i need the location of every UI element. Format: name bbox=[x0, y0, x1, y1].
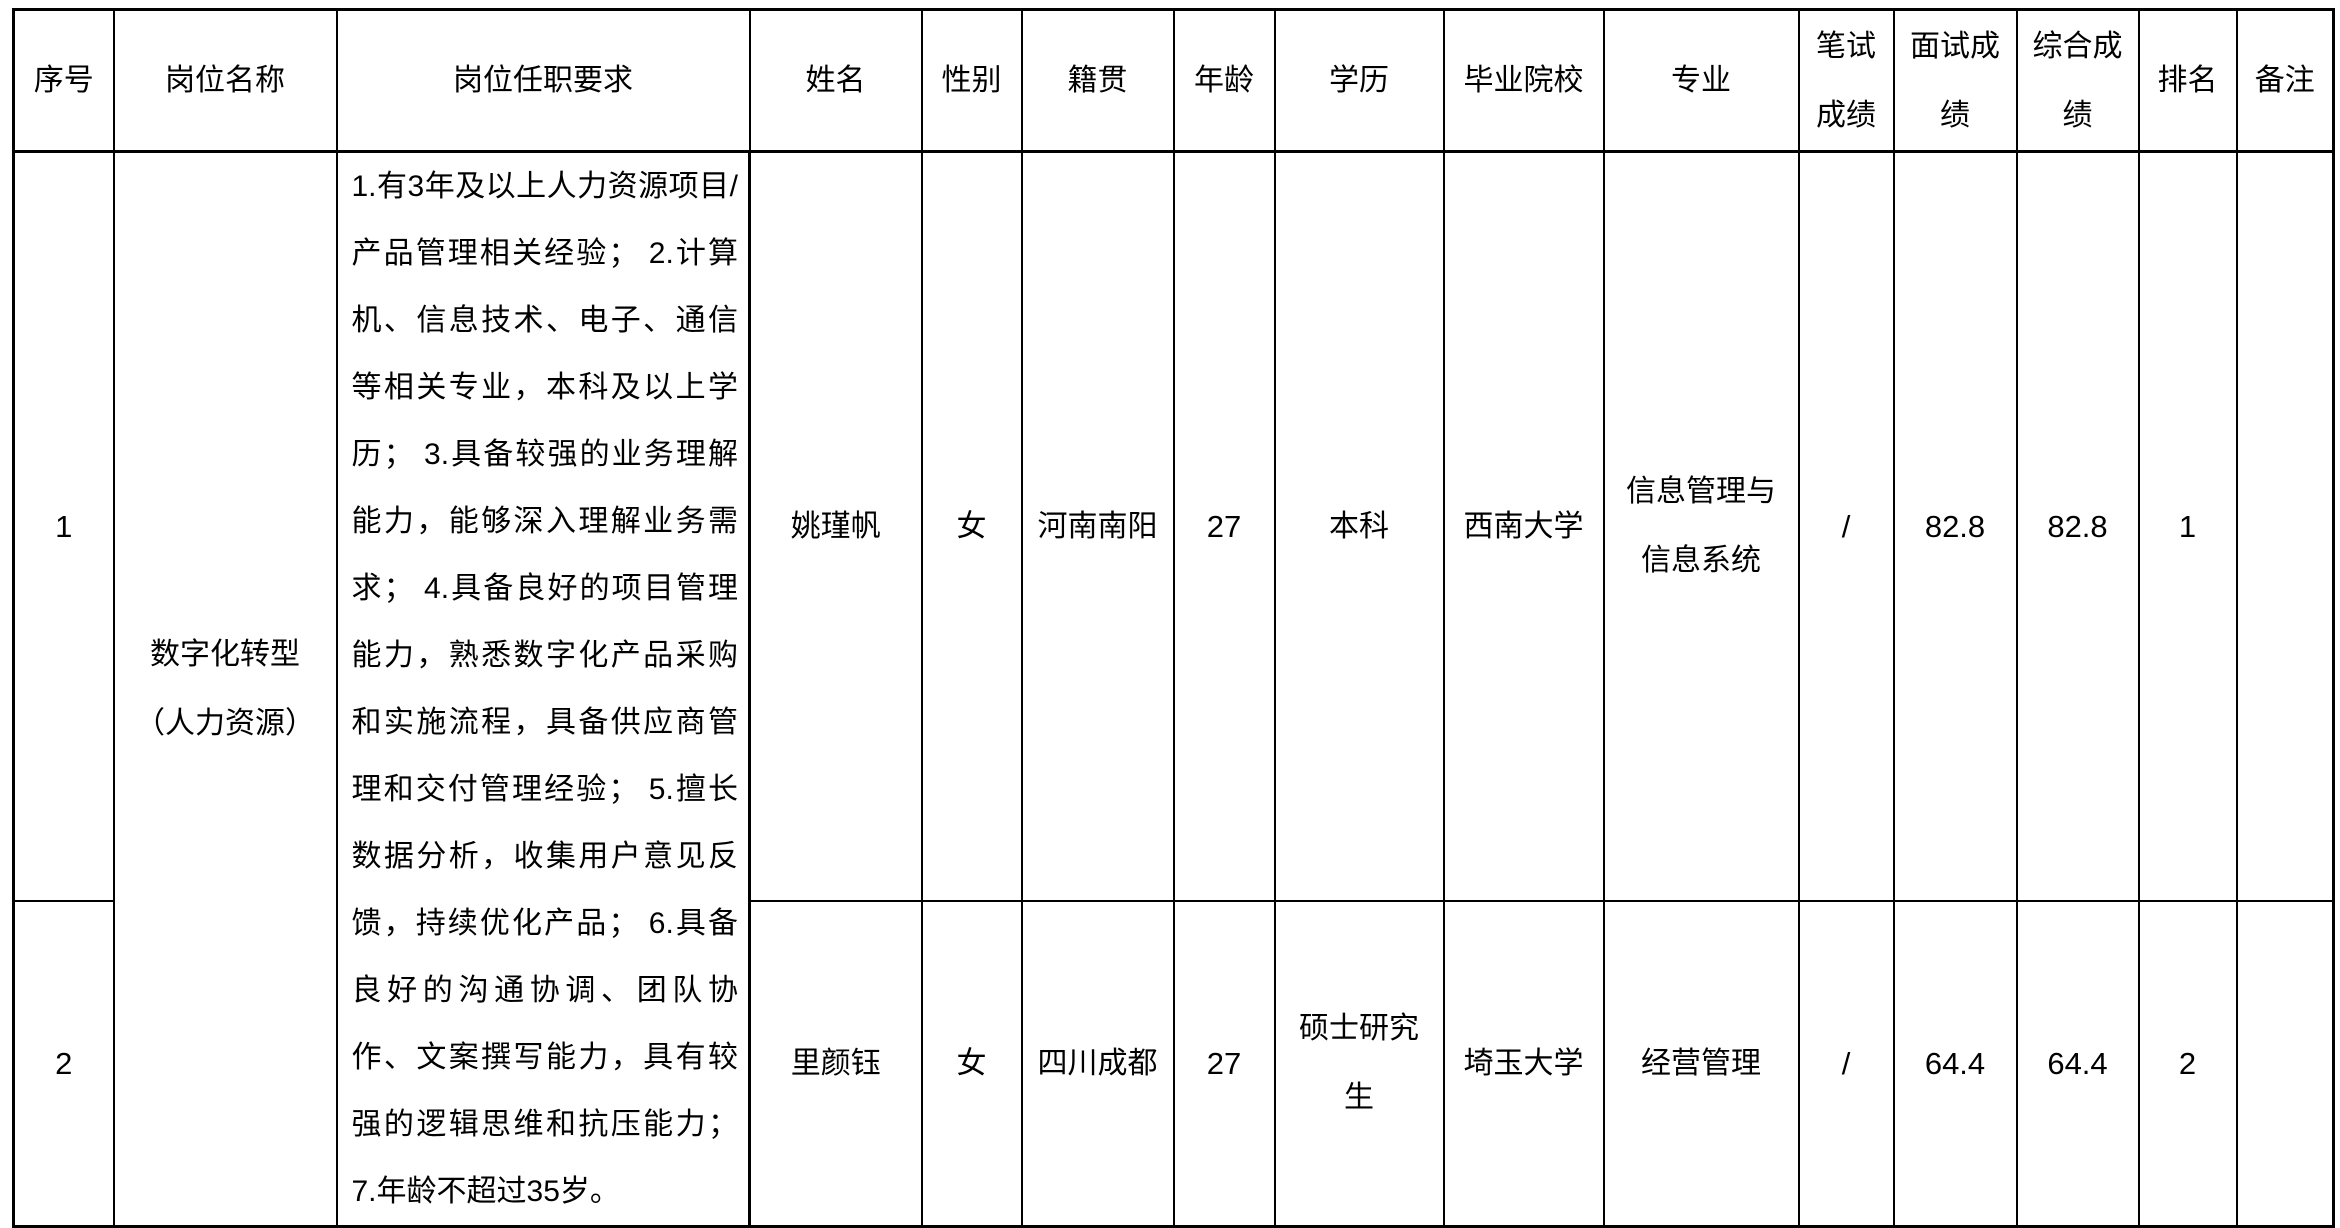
cell-age-1: 27 bbox=[1172, 150, 1276, 902]
cell-hometown-1: 河南南阳 bbox=[1020, 150, 1175, 902]
recruitment-results-table: 序号 岗位名称 岗位任职要求 姓名 性别 籍贯 年龄 学历 毕业院校 专业 笔试… bbox=[12, 8, 2335, 1228]
cell-age-2: 27 bbox=[1172, 899, 1276, 1228]
header-requirements: 岗位任职要求 bbox=[335, 8, 751, 153]
cell-overall-score-1: 82.8 bbox=[2015, 150, 2140, 902]
header-remark: 备注 bbox=[2235, 8, 2335, 153]
cell-gender-2: 女 bbox=[920, 899, 1023, 1228]
header-major: 专业 bbox=[1602, 8, 1800, 153]
header-school: 毕业院校 bbox=[1442, 8, 1605, 153]
cell-written-score-2: / bbox=[1797, 899, 1895, 1228]
cell-school-1: 西南大学 bbox=[1442, 150, 1605, 902]
cell-serial-2: 2 bbox=[12, 899, 115, 1228]
header-serial: 序号 bbox=[12, 8, 115, 153]
cell-position-name: 数字化转型（人力资源） bbox=[112, 150, 338, 1228]
header-rank: 排名 bbox=[2137, 8, 2238, 153]
cell-education-2: 硕士研究生 bbox=[1273, 899, 1445, 1228]
header-name: 姓名 bbox=[748, 8, 923, 153]
cell-written-score-1: / bbox=[1797, 150, 1895, 902]
cell-school-2: 埼玉大学 bbox=[1442, 899, 1605, 1228]
cell-remark-2 bbox=[2235, 899, 2335, 1228]
cell-gender-1: 女 bbox=[920, 150, 1023, 902]
header-written-score: 笔试成绩 bbox=[1797, 8, 1895, 153]
header-age: 年龄 bbox=[1172, 8, 1276, 153]
header-overall-score: 综合成绩 bbox=[2015, 8, 2140, 153]
header-interview-score: 面试成绩 bbox=[1892, 8, 2018, 153]
cell-remark-1 bbox=[2235, 150, 2335, 902]
table-row-candidate-1: 1 数字化转型（人力资源） 1.有3年及以上人力资源项目/产品管理相关经验； 2… bbox=[12, 150, 2335, 1228]
cell-major-2: 经营管理 bbox=[1602, 899, 1800, 1228]
cell-rank-1: 1 bbox=[2137, 150, 2238, 902]
cell-position-requirements: 1.有3年及以上人力资源项目/产品管理相关经验； 2.计算机、信息技术、电子、通… bbox=[335, 150, 751, 1228]
cell-serial-1: 1 bbox=[12, 150, 115, 902]
cell-hometown-2: 四川成都 bbox=[1020, 899, 1175, 1228]
cell-name-2: 里颜钰 bbox=[748, 899, 923, 1228]
header-hometown: 籍贯 bbox=[1020, 8, 1175, 153]
header-position-name: 岗位名称 bbox=[112, 8, 338, 153]
cell-overall-score-2: 64.4 bbox=[2015, 899, 2140, 1228]
table-header-row: 序号 岗位名称 岗位任职要求 姓名 性别 籍贯 年龄 学历 毕业院校 专业 笔试… bbox=[12, 8, 2335, 153]
cell-rank-2: 2 bbox=[2137, 899, 2238, 1228]
header-education: 学历 bbox=[1273, 8, 1445, 153]
header-gender: 性别 bbox=[920, 8, 1023, 153]
cell-major-1: 信息管理与信息系统 bbox=[1602, 150, 1800, 902]
cell-name-1: 姚瑾帆 bbox=[748, 150, 923, 902]
cell-interview-score-2: 64.4 bbox=[1892, 899, 2018, 1228]
cell-education-1: 本科 bbox=[1273, 150, 1445, 902]
cell-interview-score-1: 82.8 bbox=[1892, 150, 2018, 902]
